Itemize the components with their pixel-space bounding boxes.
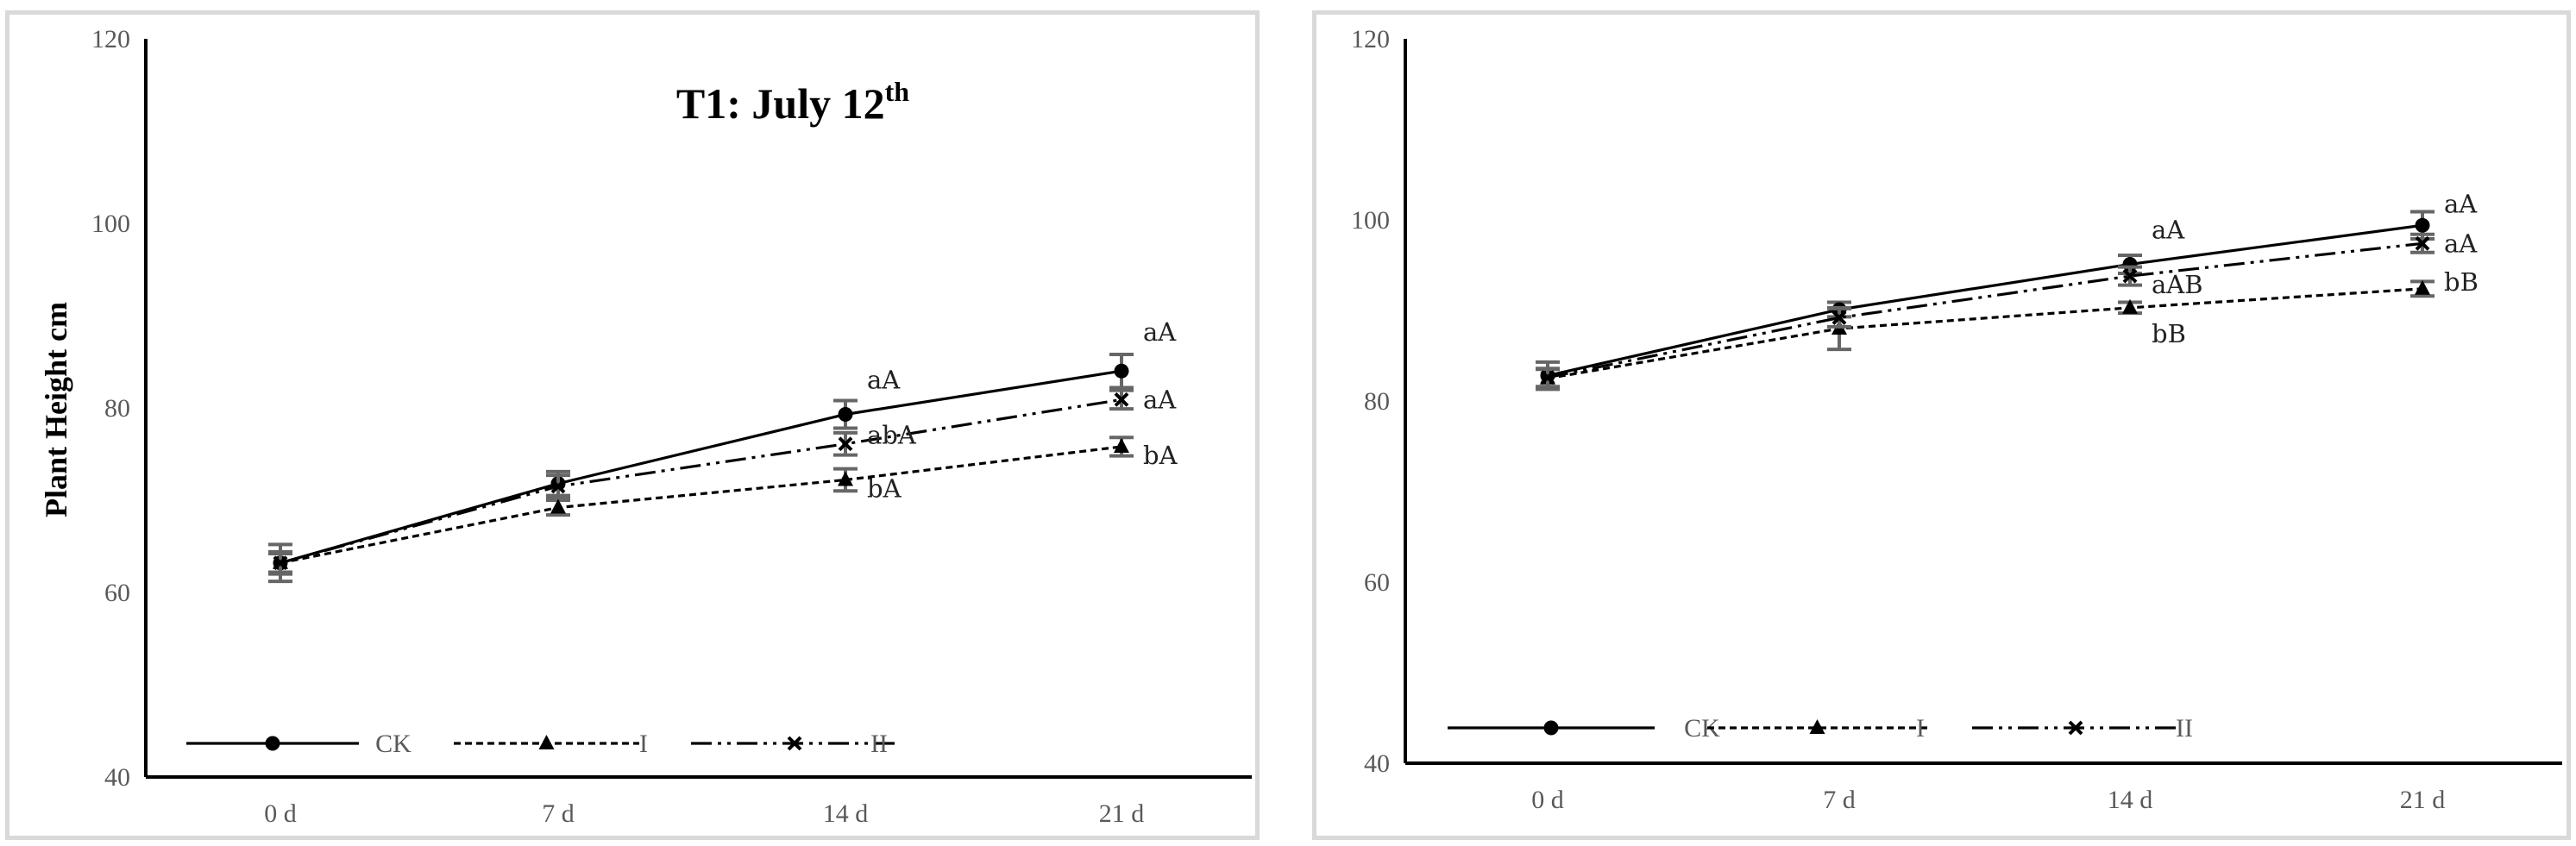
series-line-ii xyxy=(280,398,1122,565)
chart-title-superscript: th xyxy=(885,76,910,107)
series-line-i xyxy=(1547,287,2423,380)
legend: CK I II xyxy=(186,730,898,758)
series-ii: abA aA xyxy=(268,385,1177,576)
y-tick-label: 40 xyxy=(1364,749,1390,778)
legend-label-ck: CK xyxy=(375,730,412,758)
data-point-ii xyxy=(838,436,853,452)
x-tick-label: 21 d xyxy=(1099,799,1145,828)
legend-label-ck: CK xyxy=(1684,714,1720,743)
data-point-ck xyxy=(838,406,853,422)
y-tick-label: 80 xyxy=(1364,387,1390,416)
series-ii: aAB aA xyxy=(1536,229,2478,389)
significance-label: aA xyxy=(1143,385,1177,414)
significance-label: bA xyxy=(1143,441,1178,470)
y-tick-label: 100 xyxy=(1351,206,1390,235)
legend-label-i: I xyxy=(1916,714,1925,743)
chart-title-text: T1: July 12 xyxy=(676,79,885,128)
data-point-i xyxy=(550,498,566,514)
data-point-ii xyxy=(550,479,566,494)
significance-label: abA xyxy=(867,421,917,450)
series-line-i xyxy=(280,445,1122,565)
y-tick-label: 40 xyxy=(104,763,130,792)
data-point-i xyxy=(838,471,853,486)
series-i: bB bB xyxy=(1536,267,2479,390)
significance-label: bB xyxy=(2444,267,2479,297)
significance-label: bA xyxy=(867,473,902,503)
y-tick-label: 60 xyxy=(1364,568,1390,597)
legend-marker-i xyxy=(538,735,555,749)
significance-label: bB xyxy=(2152,319,2186,348)
legend-marker-i xyxy=(1809,719,1825,734)
x-tick-label: 14 d xyxy=(2108,786,2153,814)
data-point-ii xyxy=(2122,268,2138,284)
data-point-ck xyxy=(2415,217,2430,233)
data-point-ck xyxy=(1114,363,1129,379)
series-line-ck xyxy=(280,369,1122,565)
data-point-ii xyxy=(2415,235,2430,251)
significance-label: aA xyxy=(867,365,901,394)
x-tick-label: 14 d xyxy=(823,799,869,828)
legend-marker-ck xyxy=(265,736,280,751)
y-axis-label: Plant Height cm xyxy=(39,302,73,517)
chart-panel-t1: 40 60 80 100 120 0 d 7 d 14 d 21 d T1: July 12th P… xyxy=(5,10,1260,840)
y-tick-label: 120 xyxy=(91,25,130,53)
series-ck: aA aA xyxy=(1536,189,2478,392)
x-tick-label: 7 d xyxy=(1823,786,1856,814)
legend-marker-ck xyxy=(1543,720,1559,736)
legend-label-ii: II xyxy=(2176,714,2193,743)
legend-label-ii: II xyxy=(870,730,888,758)
legend-label-i: I xyxy=(639,730,648,758)
data-point-ii xyxy=(1540,370,1555,385)
significance-label: aAB xyxy=(2152,270,2203,299)
y-tick-label: 100 xyxy=(91,210,130,238)
series-line-ii xyxy=(1547,241,2423,379)
legend-marker-ii xyxy=(787,736,802,751)
data-point-ii xyxy=(1831,310,1847,325)
x-tick-label: 7 d xyxy=(542,799,575,828)
data-point-i xyxy=(2122,298,2138,314)
significance-label: aA xyxy=(1143,317,1177,347)
series-i: bA bA xyxy=(268,436,1178,574)
legend-marker-ii xyxy=(2068,720,2083,736)
x-tick-label: 0 d xyxy=(264,799,297,828)
chart-svg-t1: 40 60 80 100 120 0 d 7 d 14 d 21 d T1: July 12th P… xyxy=(39,25,1252,828)
significance-label: aA xyxy=(2444,189,2478,218)
y-tick-label: 60 xyxy=(104,579,130,607)
legend: CK I II xyxy=(1448,714,2193,743)
y-tick-label: 120 xyxy=(1351,25,1390,53)
significance-label: aA xyxy=(2444,229,2478,258)
data-point-i xyxy=(2415,279,2430,295)
y-tick-label: 80 xyxy=(104,394,130,423)
series-ck: aA aA xyxy=(268,317,1177,584)
data-point-i xyxy=(1114,437,1129,453)
data-point-ii xyxy=(1114,392,1129,407)
series-line-ck xyxy=(1547,223,2423,378)
chart-title: T1: July 12th xyxy=(676,76,909,128)
significance-label: aA xyxy=(2152,215,2185,244)
data-point-ii xyxy=(273,555,288,571)
x-tick-label: 0 d xyxy=(1531,786,1564,814)
x-tick-label: 21 d xyxy=(2400,786,2446,814)
